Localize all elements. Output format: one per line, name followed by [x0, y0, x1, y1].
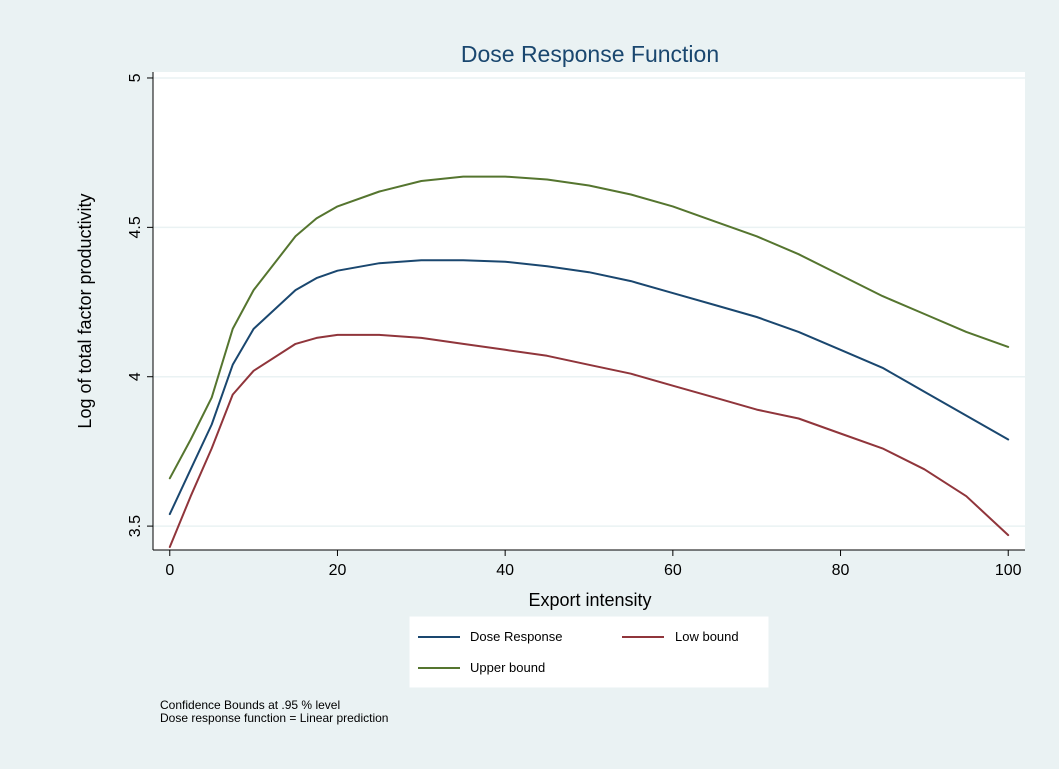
plot-area — [153, 72, 1025, 550]
y-tick-label: 4.5 — [127, 216, 144, 238]
y-axis-label: Log of total factor productivity — [75, 193, 95, 428]
y-tick-label: 3.5 — [127, 515, 144, 537]
legend: Dose Response Low bound Upper bound — [409, 616, 769, 688]
series-line-low-bound — [168, 333, 1010, 548]
series-line-dose-response — [168, 259, 1010, 516]
legend-box — [409, 616, 769, 688]
series-line-upper-bound — [168, 175, 1010, 480]
x-tick-label: 0 — [165, 562, 174, 579]
note-confidence-bounds: Confidence Bounds at .95 % level — [160, 698, 341, 712]
x-tick-label: 60 — [664, 562, 682, 579]
series-lines — [168, 175, 1010, 548]
x-tick-label: 80 — [832, 562, 850, 579]
y-tick-label: 5 — [127, 73, 144, 82]
legend-label-low-bound: Low bound — [675, 629, 739, 644]
legend-label-upper-bound: Upper bound — [470, 660, 545, 675]
y-tick-label: 4 — [127, 372, 144, 381]
x-axis-label: Export intensity — [528, 590, 651, 610]
chart-title: Dose Response Function — [461, 41, 719, 67]
x-tick-label: 100 — [995, 562, 1022, 579]
x-tick-label: 40 — [496, 562, 514, 579]
legend-label-dose-response: Dose Response — [470, 629, 563, 644]
axis-ticks: 3.5 4 4.5 5 0 20 40 60 80 100 — [127, 73, 1022, 579]
x-tick-label: 20 — [329, 562, 347, 579]
note-dose-response-definition: Dose response function = Linear predicti… — [160, 711, 389, 725]
grid — [153, 77, 1025, 527]
